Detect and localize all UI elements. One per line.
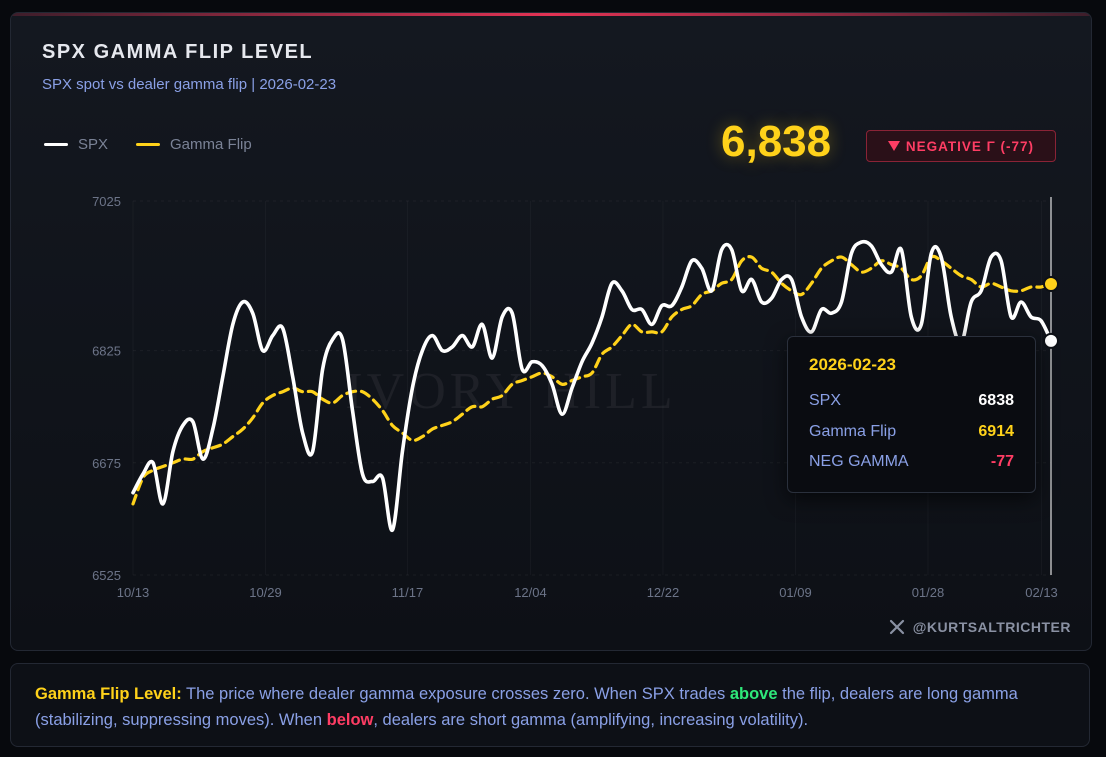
tooltip-row-gamma-flip: Gamma Flip 6914 (809, 423, 1014, 441)
y-tick-label: 6675 (92, 456, 121, 471)
line-chart[interactable]: IVORY HILL 7025 6825 6675 6525 10/13 10/29 11… (11, 13, 1091, 650)
series-line-gamma-flip (131, 254, 1053, 506)
explanation-note: Gamma Flip Level: The price where dealer… (10, 663, 1090, 747)
x-tick-label: 12/04 (514, 585, 547, 600)
legend-label-spx: SPX (78, 136, 109, 153)
tooltip-value: 6838 (978, 392, 1014, 409)
tooltip-value: -77 (990, 453, 1014, 470)
x-tick-label: 10/13 (117, 585, 150, 600)
legend-swatch-spx (44, 143, 68, 146)
author-handle: @KURTSALTRICHTER (912, 619, 1071, 635)
y-tick-label: 6525 (92, 568, 121, 583)
accent-bar (11, 13, 1091, 16)
x-logo-icon (889, 619, 904, 635)
note-text: The price where dealer gamma exposure cr… (181, 685, 730, 703)
tooltip-label: NEG GAMMA (809, 453, 909, 470)
tooltip-value: 6914 (978, 423, 1014, 440)
note-text: , dealers are short gamma (amplifying, i… (373, 711, 809, 729)
spx-current-value: 6,838 (721, 117, 832, 166)
note-keyword-below: below (326, 711, 374, 729)
note-keyword-above: above (729, 685, 778, 703)
chart-card: SPX GAMMA FLIP LEVEL SPX spot vs dealer … (10, 12, 1092, 651)
gamma-status-text: NEGATIVE Γ (-77) (905, 138, 1035, 154)
gamma-status-badge: NEGATIVE Γ (-77) (866, 130, 1056, 162)
x-axis: 10/13 10/29 11/17 12/04 12/22 01/09 01/28 02/13 (117, 585, 1058, 600)
x-tick-label: 01/28 (912, 585, 945, 600)
point-gamma-flip-last (1043, 276, 1059, 293)
series-line-spx (131, 239, 1053, 532)
author-credit[interactable]: @KURTSALTRICHTER (889, 619, 1071, 635)
tooltip-label: Gamma Flip (809, 423, 897, 440)
page-subtitle: SPX spot vs dealer gamma flip | 2026-02-… (42, 76, 337, 93)
watermark-text: IVORY HILL (345, 363, 676, 420)
hover-cursor (1043, 197, 1059, 575)
note-text: the flip, dealers are long gamma (stabil… (35, 685, 1018, 729)
x-tick-label: 12/22 (647, 585, 680, 600)
x-tick-label: 11/17 (392, 585, 424, 600)
tooltip-row-neg-gamma: NEG GAMMA -77 (809, 453, 1014, 471)
tooltip-label: SPX (809, 392, 842, 409)
x-tick-label: 01/09 (779, 585, 812, 600)
x-tick-label: 02/13 (1025, 585, 1058, 600)
point-spx-last (1043, 332, 1059, 349)
chart-legend: SPX Gamma Flip (44, 136, 252, 153)
y-tick-label: 6825 (92, 344, 121, 359)
legend-label-gamma-flip: Gamma Flip (170, 136, 252, 153)
tooltip-date: 2026-02-23 (809, 355, 896, 374)
hover-tooltip: 2026-02-23 SPX 6838 Gamma Flip 6914 NEG … (787, 336, 1036, 493)
y-tick-label: 7025 (92, 194, 121, 209)
x-tick-label: 10/29 (249, 585, 282, 600)
legend-swatch-gamma-flip (136, 143, 161, 146)
note-title: Gamma Flip Level: (35, 685, 182, 703)
triangle-down-icon (887, 141, 900, 151)
legend-item-spx[interactable]: SPX (44, 136, 108, 153)
series (131, 239, 1053, 532)
page-title: SPX GAMMA FLIP LEVEL (42, 41, 314, 63)
legend-item-gamma-flip[interactable]: Gamma Flip (136, 136, 252, 153)
tooltip-row-spx: SPX 6838 (809, 392, 1014, 410)
y-axis: 7025 6825 6675 6525 (92, 194, 121, 583)
